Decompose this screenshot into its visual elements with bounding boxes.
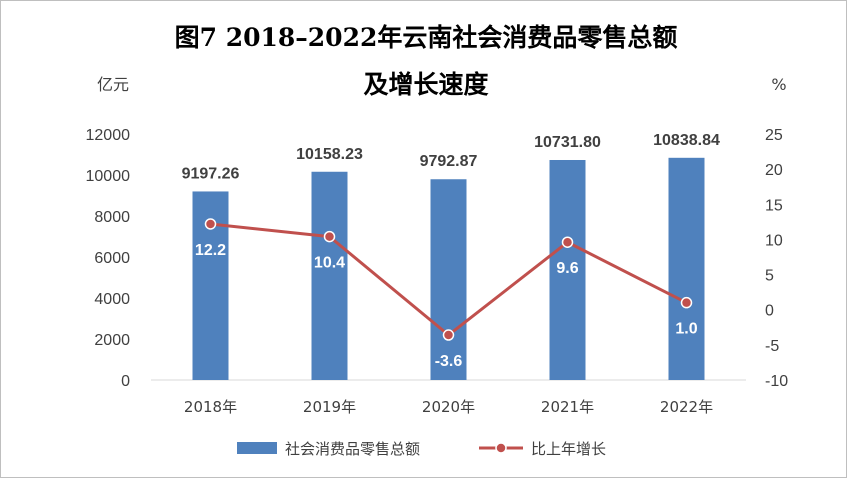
right-tick-label: 5 (765, 268, 774, 285)
growth-point (204, 218, 217, 230)
left-axis-ticks: 12000 10000 8000 6000 4000 2000 0 (86, 127, 131, 390)
left-tick-label: 8000 (94, 209, 130, 226)
bar-value-label: 9197.26 (182, 165, 240, 182)
growth-value-label: 1.0 (675, 321, 697, 338)
chart-title-line2: 及增长速度 (363, 70, 488, 99)
right-tick-label: 15 (765, 197, 783, 214)
bar-series: 9197.26 10158.23 9792.87 10731.80 10838.84 (182, 132, 720, 380)
right-tick-label: 25 (765, 127, 783, 144)
growth-point (442, 329, 455, 341)
right-tick-label: 10 (765, 232, 783, 249)
bar (549, 159, 586, 380)
x-axis-ticks: 2018年 2019年 2020年 2021年 2022年 (184, 398, 713, 416)
legend-bar-swatch (237, 442, 277, 454)
growth-point (680, 296, 693, 309)
x-tick-label: 2022年 (660, 398, 713, 416)
x-tick-label: 2019年 (303, 398, 356, 416)
left-tick-label: 4000 (94, 291, 130, 308)
right-axis-unit: % (771, 75, 786, 94)
chart-title-line1: 图7 2018–2022年云南社会消费品零售总额 (175, 23, 678, 52)
left-tick-label: 2000 (94, 332, 130, 349)
legend-line-label: 比上年增长 (531, 440, 606, 458)
legend-bar-label: 社会消费品零售总额 (285, 440, 420, 458)
x-tick-label: 2021年 (541, 398, 594, 416)
bar (311, 171, 348, 380)
growth-value-label: -3.6 (435, 353, 463, 370)
right-tick-label: 20 (765, 162, 783, 179)
left-axis-unit: 亿元 (97, 75, 129, 94)
line-series: 12.2 10.4 -3.6 9.6 1.0 (195, 218, 698, 370)
bar-value-label: 10838.84 (653, 132, 720, 149)
bar-value-label: 10731.80 (534, 134, 601, 151)
bar (668, 157, 705, 380)
growth-value-label: 9.6 (556, 260, 578, 277)
bar-value-label: 9792.87 (420, 153, 478, 170)
right-tick-label: -5 (765, 338, 779, 355)
right-tick-label: -10 (765, 373, 788, 390)
bar-value-label: 10158.23 (296, 146, 363, 163)
growth-point (323, 230, 336, 243)
growth-point (561, 236, 574, 248)
left-tick-label: 12000 (86, 127, 131, 144)
x-tick-label: 2018年 (184, 398, 237, 416)
legend: 社会消费品零售总额 比上年增长 (237, 440, 606, 458)
growth-value-label: 12.2 (195, 242, 226, 259)
left-tick-label: 10000 (86, 168, 131, 185)
legend-line-marker (495, 442, 507, 454)
left-tick-label: 0 (121, 373, 130, 390)
left-tick-label: 6000 (94, 250, 130, 267)
right-axis-ticks: 25 20 15 10 5 0 -5 -10 (765, 127, 788, 390)
right-tick-label: 0 (765, 303, 774, 320)
x-tick-label: 2020年 (422, 398, 475, 416)
growth-value-label: 10.4 (314, 255, 345, 272)
bar (430, 179, 467, 380)
